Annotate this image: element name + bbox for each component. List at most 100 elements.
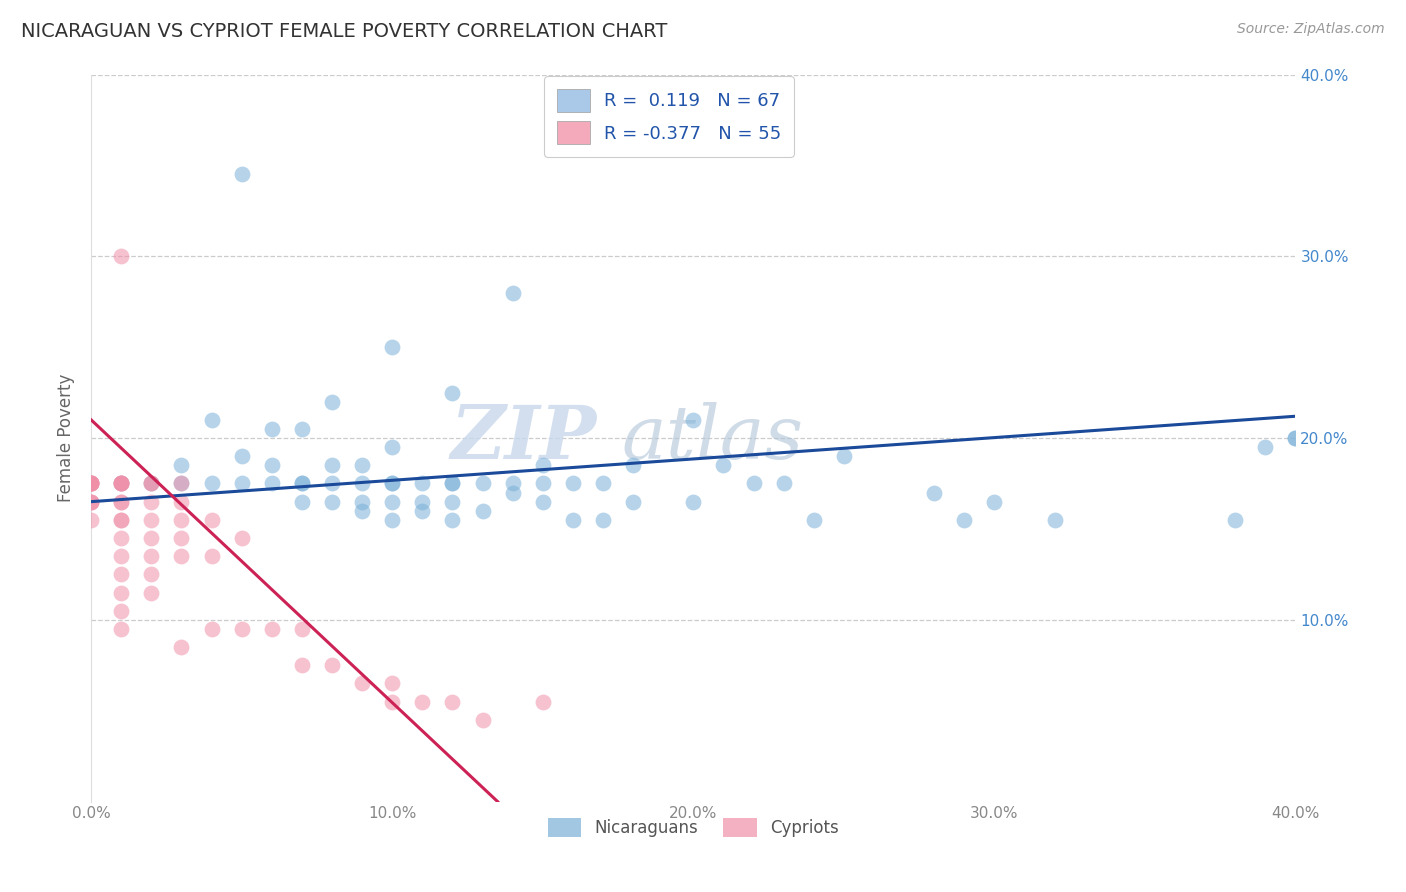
Point — [352, 676, 374, 690]
Point — [200, 476, 222, 491]
Point — [170, 531, 193, 545]
Point — [110, 249, 132, 263]
Point — [682, 413, 704, 427]
Point — [141, 476, 163, 491]
Point — [110, 622, 132, 636]
Point — [441, 494, 464, 508]
Point — [321, 394, 343, 409]
Point — [80, 494, 103, 508]
Point — [200, 413, 222, 427]
Point — [110, 476, 132, 491]
Point — [170, 494, 193, 508]
Point — [411, 476, 433, 491]
Point — [260, 622, 283, 636]
Point — [922, 485, 945, 500]
Point — [321, 476, 343, 491]
Point — [231, 449, 253, 463]
Point — [231, 531, 253, 545]
Point — [1225, 513, 1247, 527]
Point — [110, 494, 132, 508]
Point — [170, 476, 193, 491]
Point — [411, 695, 433, 709]
Point — [110, 476, 132, 491]
Point — [141, 531, 163, 545]
Point — [411, 494, 433, 508]
Text: atlas: atlas — [621, 401, 803, 475]
Point — [170, 476, 193, 491]
Point — [592, 513, 614, 527]
Point — [141, 494, 163, 508]
Point — [953, 513, 976, 527]
Point — [80, 476, 103, 491]
Point — [141, 549, 163, 564]
Point — [1043, 513, 1066, 527]
Point — [80, 476, 103, 491]
Point — [531, 494, 554, 508]
Point — [1254, 440, 1277, 454]
Point — [80, 476, 103, 491]
Point — [110, 476, 132, 491]
Point — [110, 513, 132, 527]
Point — [441, 476, 464, 491]
Point — [110, 476, 132, 491]
Point — [141, 476, 163, 491]
Text: NICARAGUAN VS CYPRIOT FEMALE POVERTY CORRELATION CHART: NICARAGUAN VS CYPRIOT FEMALE POVERTY COR… — [21, 22, 668, 41]
Point — [231, 476, 253, 491]
Point — [110, 604, 132, 618]
Point — [1284, 431, 1306, 445]
Point — [471, 504, 494, 518]
Point — [832, 449, 855, 463]
Point — [441, 476, 464, 491]
Point — [260, 476, 283, 491]
Point — [80, 476, 103, 491]
Point — [561, 476, 583, 491]
Point — [381, 476, 404, 491]
Point — [1284, 431, 1306, 445]
Point — [321, 658, 343, 673]
Point — [381, 695, 404, 709]
Point — [592, 476, 614, 491]
Point — [80, 476, 103, 491]
Text: Source: ZipAtlas.com: Source: ZipAtlas.com — [1237, 22, 1385, 37]
Legend: Nicaraguans, Cypriots: Nicaraguans, Cypriots — [541, 812, 845, 844]
Point — [352, 476, 374, 491]
Point — [291, 622, 314, 636]
Point — [352, 458, 374, 473]
Point — [141, 567, 163, 582]
Point — [441, 695, 464, 709]
Point — [441, 513, 464, 527]
Point — [110, 494, 132, 508]
Point — [352, 504, 374, 518]
Point — [141, 585, 163, 599]
Point — [502, 285, 524, 300]
Point — [80, 494, 103, 508]
Point — [80, 476, 103, 491]
Y-axis label: Female Poverty: Female Poverty — [58, 374, 75, 502]
Point — [531, 476, 554, 491]
Point — [502, 485, 524, 500]
Point — [141, 476, 163, 491]
Text: ZIP: ZIP — [451, 401, 598, 475]
Point — [352, 494, 374, 508]
Point — [411, 504, 433, 518]
Point — [502, 476, 524, 491]
Point — [260, 458, 283, 473]
Point — [621, 458, 644, 473]
Point — [110, 476, 132, 491]
Point — [80, 494, 103, 508]
Point — [291, 476, 314, 491]
Point — [441, 385, 464, 400]
Point — [381, 494, 404, 508]
Point — [291, 494, 314, 508]
Point — [531, 458, 554, 473]
Point — [381, 513, 404, 527]
Point — [200, 549, 222, 564]
Point — [291, 422, 314, 436]
Point — [321, 494, 343, 508]
Point — [742, 476, 765, 491]
Point — [682, 494, 704, 508]
Point — [170, 640, 193, 654]
Point — [110, 531, 132, 545]
Point — [291, 476, 314, 491]
Point — [713, 458, 735, 473]
